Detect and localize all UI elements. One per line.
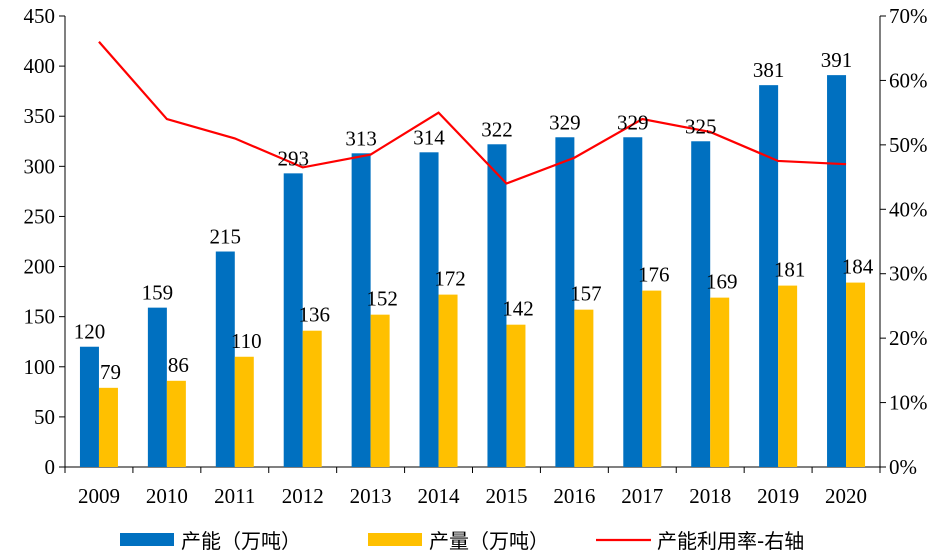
- data-label-output: 136: [298, 303, 330, 327]
- bar-capacity: [555, 137, 575, 467]
- y-left-tick-label: 250: [24, 204, 56, 228]
- bar-capacity: [759, 85, 779, 468]
- bar-capacity: [215, 251, 235, 467]
- x-tick-label: 2019: [757, 484, 799, 508]
- data-label-capacity: 313: [345, 126, 377, 150]
- bar-output: [370, 314, 390, 467]
- bar-capacity: [283, 173, 303, 468]
- axes: 0 50 100 150 200 250 300 350 400 450 0% 10% 20% 30% 40…: [24, 4, 928, 508]
- line-series: [98, 41, 847, 185]
- bar-output: [302, 330, 322, 467]
- y-left-tick-label: 200: [24, 255, 56, 279]
- data-labels: 120 79 159 86 215 110 293 136 313 152 314 172 322 142…: [74, 48, 874, 384]
- bar-capacity: [827, 75, 847, 468]
- x-tick-label: 2015: [485, 484, 527, 508]
- bar-output: [710, 297, 730, 467]
- bar-capacity: [691, 141, 711, 467]
- legend-label: 产能（万吨）: [181, 529, 301, 553]
- bar-capacity: [623, 137, 643, 467]
- y-right-tick-label: 40%: [889, 197, 928, 221]
- bar-output: [574, 309, 594, 467]
- data-label-capacity: 215: [210, 225, 242, 249]
- y-left-tick-label: 300: [24, 154, 56, 178]
- x-tick-label: 2013: [350, 484, 392, 508]
- bar-output: [642, 290, 662, 467]
- data-label-capacity: 381: [753, 58, 785, 82]
- bar-output: [506, 324, 526, 467]
- x-tick-label: 2020: [825, 484, 867, 508]
- y-left-tick-label: 100: [24, 355, 56, 379]
- data-label-output: 142: [502, 297, 534, 321]
- legend-swatch: [368, 533, 422, 546]
- bar-output: [234, 356, 254, 467]
- bars: [79, 75, 866, 468]
- data-label-output: 152: [366, 287, 398, 311]
- bar-output: [846, 282, 866, 467]
- data-label-output: 184: [842, 255, 874, 279]
- bar-capacity: [79, 346, 99, 467]
- legend: 产能（万吨） 产量（万吨） 产能利用率-右轴: [120, 529, 804, 553]
- bar-capacity: [487, 144, 507, 468]
- x-tick-label: 2014: [418, 484, 461, 508]
- data-label-capacity: 314: [413, 125, 445, 149]
- bar-output: [166, 380, 186, 467]
- legend-swatch: [120, 533, 174, 546]
- line-utilization-rate: [98, 41, 847, 185]
- bar-output: [438, 294, 458, 467]
- bar-output: [778, 285, 798, 467]
- data-label-capacity: 159: [142, 281, 174, 305]
- y-left-tick-label: 450: [24, 4, 56, 28]
- y-right-tick-label: 60%: [889, 68, 928, 92]
- data-label-capacity: 322: [481, 117, 513, 141]
- y-right-tick-label: 70%: [889, 4, 928, 28]
- bar-output: [98, 387, 118, 467]
- data-label-capacity: 391: [821, 48, 853, 72]
- bar-capacity: [351, 153, 371, 467]
- y-left-tick-label: 400: [24, 54, 56, 78]
- y-left-tick-label: 150: [24, 305, 56, 329]
- x-tick-label: 2009: [78, 484, 120, 508]
- data-label-capacity: 329: [617, 110, 649, 134]
- legend-label: 产能利用率-右轴: [657, 529, 804, 553]
- y-right-tick-label: 10%: [889, 391, 928, 415]
- data-label-capacity: 325: [685, 114, 717, 138]
- data-label-capacity: 293: [277, 146, 309, 170]
- x-tick-label: 2018: [689, 484, 731, 508]
- y-right-tick-label: 20%: [889, 326, 928, 350]
- y-right-tick-label: 0%: [889, 455, 917, 479]
- data-label-output: 86: [168, 353, 189, 377]
- data-label-output: 172: [434, 267, 466, 291]
- data-label-output: 169: [706, 270, 738, 294]
- data-label-capacity: 120: [74, 320, 106, 344]
- y-right-tick-label: 50%: [889, 133, 928, 157]
- data-label-output: 157: [570, 282, 602, 306]
- y-left-tick-label: 50: [34, 405, 55, 429]
- x-tick-label: 2011: [214, 484, 255, 508]
- data-label-output: 110: [231, 329, 262, 353]
- x-tick-label: 2016: [553, 484, 595, 508]
- data-label-output: 181: [774, 258, 806, 282]
- bar-capacity: [419, 152, 439, 467]
- y-left-tick-label: 0: [45, 455, 56, 479]
- x-tick-label: 2012: [282, 484, 324, 508]
- x-tick-label: 2010: [146, 484, 188, 508]
- data-label-capacity: 329: [549, 110, 581, 134]
- legend-label: 产量（万吨）: [429, 529, 549, 553]
- y-right-tick-label: 30%: [889, 262, 928, 286]
- x-tick-label: 2017: [621, 484, 663, 508]
- data-label-output: 79: [100, 360, 121, 384]
- y-left-tick-label: 350: [24, 104, 56, 128]
- bar-capacity: [147, 307, 167, 467]
- data-label-output: 176: [638, 263, 670, 287]
